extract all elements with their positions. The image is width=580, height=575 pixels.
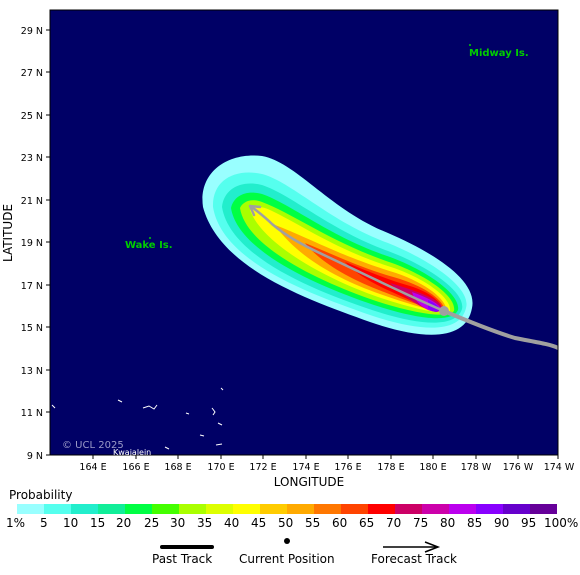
current-position-label: Current Position	[239, 552, 335, 566]
probability-scale-labels: 1% 5 10 15 20 25 30 35 40 45 50 55 60 65…	[0, 516, 580, 530]
current-position-marker	[439, 306, 449, 316]
lat-tick-label: 29 N	[21, 26, 43, 37]
lat-tick-label: 23 N	[21, 153, 43, 164]
scale-label: 60	[332, 516, 348, 530]
scale-swatch	[395, 504, 422, 514]
scale-swatch	[368, 504, 395, 514]
scale-label: 40	[224, 516, 240, 530]
midway-marker	[469, 44, 471, 46]
lon-tick-label: 164 E	[79, 462, 106, 473]
forecast-track-line	[251, 206, 445, 313]
island-atolls	[51, 387, 224, 450]
lon-axis: 164 E 166 E 168 E 170 E 172 E 174 E 176 …	[79, 455, 575, 473]
scale-swatch	[260, 504, 287, 514]
scale-label: 45	[251, 516, 267, 530]
past-track-line	[442, 309, 558, 350]
probability-color-scale	[17, 504, 557, 514]
lat-tick-label: 15 N	[21, 323, 43, 334]
scale-swatch	[422, 504, 449, 514]
scale-label: 55	[305, 516, 321, 530]
wake-label: Wake Is.	[125, 240, 173, 251]
scale-swatch	[179, 504, 206, 514]
lat-tick-label: 19 N	[21, 238, 43, 249]
scale-swatch	[476, 504, 503, 514]
scale-label: 20	[116, 516, 132, 530]
lon-tick-label: 176 W	[503, 462, 534, 473]
scale-label: 50	[278, 516, 294, 530]
scale-label: 30	[170, 516, 186, 530]
lat-axis: 29 N 27 N 25 N 23 N 21 N 19 N 17 N 15 N …	[21, 26, 50, 462]
lon-tick-label: 172 E	[249, 462, 276, 473]
scale-label: 80	[440, 516, 456, 530]
scale-label: 25	[144, 516, 160, 530]
scale-swatch	[206, 504, 233, 514]
forecast-track-symbol	[383, 541, 441, 553]
midway-label: Midway Is.	[469, 48, 529, 59]
lon-tick-label: 178 W	[461, 462, 492, 473]
scale-label: 90	[494, 516, 510, 530]
lat-tick-label: 27 N	[21, 68, 43, 79]
lon-tick-label: 180 E	[419, 462, 446, 473]
scale-swatch	[71, 504, 98, 514]
current-position-symbol	[284, 538, 290, 544]
lat-tick-label: 21 N	[21, 196, 43, 207]
scale-swatch	[449, 504, 476, 514]
scale-swatch	[287, 504, 314, 514]
scale-label: 10	[63, 516, 79, 530]
scale-swatch	[125, 504, 152, 514]
lon-tick-label: 174 W	[544, 462, 575, 473]
kwajalein-label: Kwajalein	[113, 448, 151, 457]
lon-tick-label: 178 E	[377, 462, 404, 473]
legend: Probability 1% 5 10 15 20 25 30 35 40 45…	[0, 486, 580, 575]
scale-label: 35	[197, 516, 213, 530]
scale-label: 75	[413, 516, 429, 530]
scale-label: 100%	[544, 516, 579, 530]
lon-tick-label: 176 E	[334, 462, 361, 473]
lon-tick-label: 168 E	[164, 462, 191, 473]
scale-swatch	[314, 504, 341, 514]
scale-label: 85	[467, 516, 483, 530]
probability-title: Probability	[9, 488, 73, 502]
scale-swatch	[530, 504, 557, 514]
lat-tick-label: 11 N	[21, 408, 43, 419]
scale-label: 65	[359, 516, 375, 530]
lat-tick-label: 13 N	[21, 366, 43, 377]
scale-swatch	[233, 504, 260, 514]
longitude-axis-title: LONGITUDE	[274, 475, 344, 489]
lat-tick-label: 9 N	[27, 451, 43, 462]
lat-tick-label: 17 N	[21, 281, 43, 292]
lon-tick-label: 170 E	[207, 462, 234, 473]
scale-swatch	[98, 504, 125, 514]
scale-label: 15	[90, 516, 106, 530]
lat-tick-label: 25 N	[21, 111, 43, 122]
forecast-arrow-head	[248, 204, 262, 217]
lon-tick-label: 166 E	[122, 462, 149, 473]
scale-label: 70	[386, 516, 402, 530]
latitude-axis-title: LATITUDE	[1, 204, 15, 262]
forecast-track-label: Forecast Track	[371, 552, 457, 566]
scale-swatch	[17, 504, 44, 514]
probability-swath	[202, 155, 473, 335]
scale-swatch	[503, 504, 530, 514]
scale-label: 1%	[6, 516, 26, 530]
past-track-symbol	[160, 545, 214, 549]
scale-swatch	[341, 504, 368, 514]
lon-tick-label: 174 E	[292, 462, 319, 473]
scale-label: 5	[40, 516, 48, 530]
scale-swatch	[44, 504, 71, 514]
past-track-label: Past Track	[152, 552, 213, 566]
scale-swatch	[152, 504, 179, 514]
wake-marker	[149, 237, 151, 239]
scale-label: 95	[521, 516, 537, 530]
copyright-label: © UCL 2025	[62, 440, 124, 451]
